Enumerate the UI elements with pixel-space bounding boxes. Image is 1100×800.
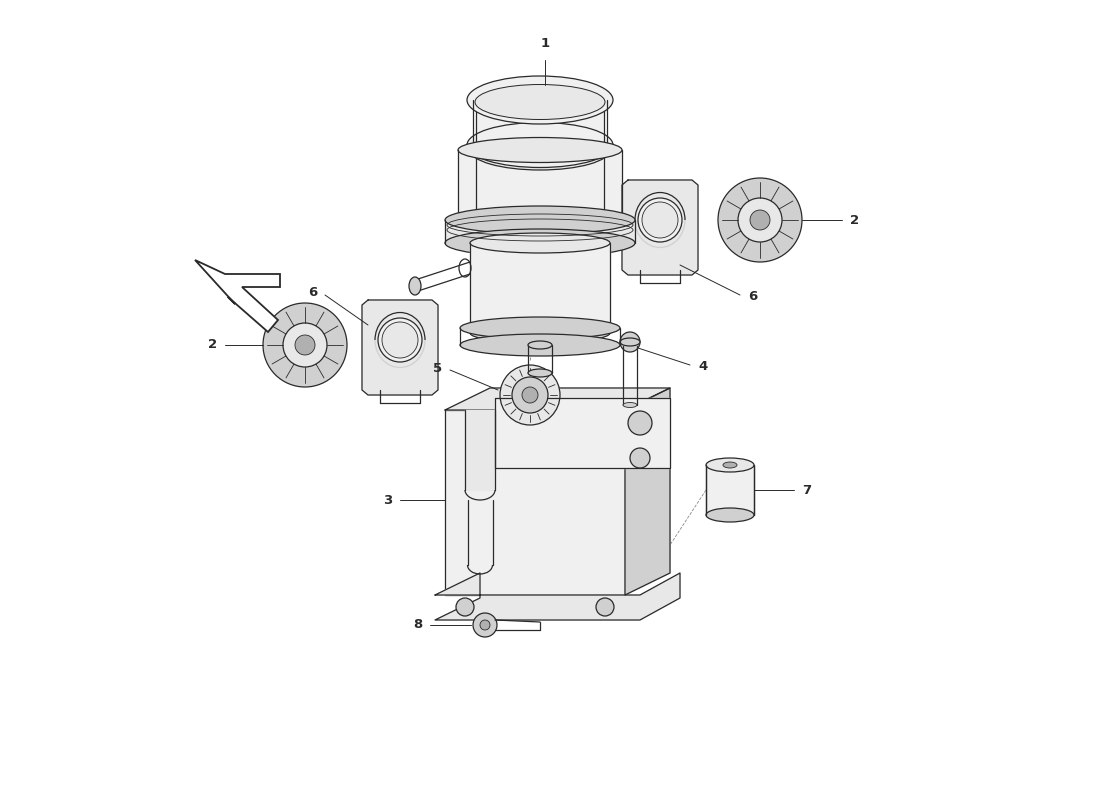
- Polygon shape: [465, 410, 495, 490]
- Ellipse shape: [446, 206, 635, 234]
- Circle shape: [718, 178, 802, 262]
- Polygon shape: [446, 410, 625, 595]
- Ellipse shape: [468, 122, 613, 167]
- Ellipse shape: [460, 317, 620, 339]
- Text: 3: 3: [383, 494, 392, 506]
- Polygon shape: [362, 300, 438, 395]
- Polygon shape: [706, 465, 754, 515]
- Polygon shape: [446, 388, 670, 410]
- Ellipse shape: [638, 198, 682, 242]
- Circle shape: [620, 332, 640, 352]
- Polygon shape: [470, 243, 610, 333]
- Text: 6: 6: [308, 286, 317, 299]
- Text: 4: 4: [698, 361, 707, 374]
- Ellipse shape: [458, 138, 621, 162]
- Ellipse shape: [446, 229, 635, 257]
- Ellipse shape: [470, 233, 610, 253]
- Text: 8: 8: [412, 618, 422, 631]
- Ellipse shape: [620, 338, 640, 346]
- Text: 2: 2: [850, 214, 859, 226]
- Ellipse shape: [528, 341, 552, 349]
- Polygon shape: [621, 180, 698, 275]
- Polygon shape: [476, 100, 604, 150]
- Text: 6: 6: [748, 290, 757, 303]
- Ellipse shape: [723, 462, 737, 468]
- Circle shape: [500, 365, 560, 425]
- Ellipse shape: [623, 402, 637, 407]
- Ellipse shape: [528, 369, 552, 377]
- Polygon shape: [625, 388, 670, 595]
- Ellipse shape: [642, 202, 678, 238]
- Ellipse shape: [706, 508, 754, 522]
- Circle shape: [283, 323, 327, 367]
- Polygon shape: [495, 398, 670, 468]
- Circle shape: [295, 335, 315, 355]
- Polygon shape: [434, 573, 680, 620]
- Text: 2: 2: [208, 338, 217, 351]
- Circle shape: [630, 448, 650, 468]
- Circle shape: [522, 387, 538, 403]
- Ellipse shape: [475, 85, 605, 119]
- Circle shape: [263, 303, 346, 387]
- Circle shape: [738, 198, 782, 242]
- Ellipse shape: [382, 322, 418, 358]
- Circle shape: [512, 377, 548, 413]
- Ellipse shape: [458, 213, 621, 238]
- Polygon shape: [195, 260, 280, 332]
- Circle shape: [456, 598, 474, 616]
- Ellipse shape: [378, 318, 422, 362]
- Text: 5: 5: [433, 362, 442, 374]
- Ellipse shape: [468, 76, 613, 124]
- Polygon shape: [458, 150, 621, 225]
- Circle shape: [628, 411, 652, 435]
- Text: 1: 1: [540, 37, 550, 50]
- Circle shape: [750, 210, 770, 230]
- Polygon shape: [446, 220, 635, 243]
- Ellipse shape: [706, 458, 754, 472]
- Ellipse shape: [409, 277, 421, 295]
- Circle shape: [480, 620, 490, 630]
- Ellipse shape: [470, 323, 610, 343]
- Text: 7: 7: [802, 483, 811, 497]
- Ellipse shape: [470, 130, 610, 170]
- Circle shape: [473, 613, 497, 637]
- Ellipse shape: [460, 334, 620, 356]
- Circle shape: [596, 598, 614, 616]
